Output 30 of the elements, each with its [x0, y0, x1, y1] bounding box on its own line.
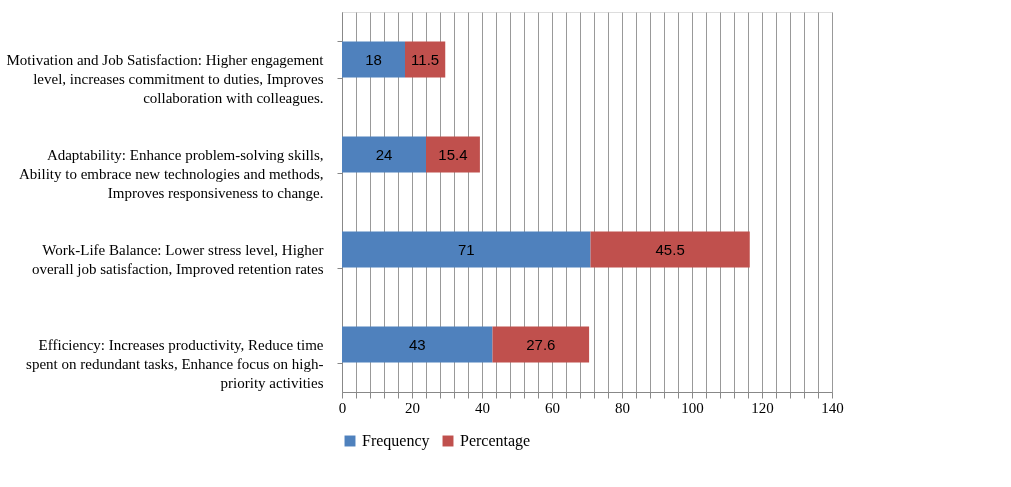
- y-tick-label: Adaptability: Enhance problem-solving skills, Ability to embrace new technologies and methods, Improves responsiveness to change.: [18, 147, 324, 201]
- bar: [342, 231, 591, 268]
- bar: [342, 136, 426, 173]
- data-label: 11.5: [411, 50, 440, 68]
- x-tick-label: 140: [821, 399, 844, 416]
- x-tick-label: 20: [405, 399, 420, 416]
- data-label: 27.6: [526, 335, 556, 353]
- y-tick-label: Motivation and Job Satisfaction: Higher engagement level, increases commitment to duties, Improves collaboration with colleagues.: [6, 52, 325, 106]
- x-tick-label: 80: [615, 399, 630, 416]
- bar: [342, 41, 405, 78]
- y-tick-label: Efficiency: Increases productivity, Reduce time spent on redundant tasks, Enhance focus on high-priority activities: [26, 337, 324, 391]
- x-tick-label: 0: [338, 399, 347, 416]
- x-tick-label: 40: [475, 399, 490, 416]
- x-tick-label: 120: [751, 399, 774, 416]
- x-tick-label: 60: [545, 399, 560, 416]
- data-label: 15.4: [438, 145, 468, 163]
- legend-label: Percentage: [460, 432, 531, 450]
- y-tick-label: Work-Life Balance: Lower stress level, Higher overall job satisfaction, Improved retention rates: [31, 242, 324, 277]
- data-label: 71: [457, 240, 475, 258]
- data-label: 43: [408, 335, 426, 353]
- data-label: 45.5: [655, 240, 685, 258]
- bar: [342, 326, 493, 363]
- legend-label: Frequency: [362, 432, 430, 450]
- bar: [426, 136, 480, 173]
- x-tick-label: 100: [681, 399, 704, 416]
- bar: [492, 326, 590, 363]
- data-label: 24: [375, 145, 393, 163]
- data-label: 18: [365, 50, 382, 68]
- bar: [590, 231, 750, 268]
- bar: [405, 41, 446, 78]
